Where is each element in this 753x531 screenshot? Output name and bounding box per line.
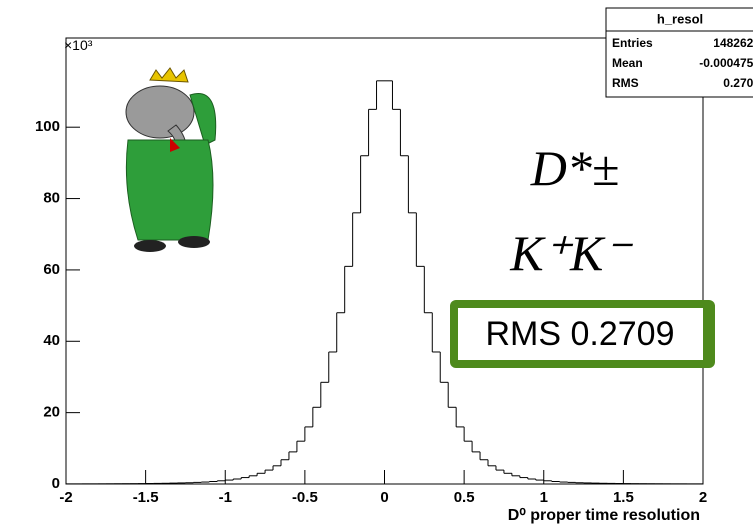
stats-label: Entries xyxy=(612,36,653,50)
y-tick-label: 0 xyxy=(52,475,60,492)
x-tick-label: 2 xyxy=(699,489,707,506)
x-tick-label: 0 xyxy=(380,489,388,506)
stats-box: h_resol Entries 1482628 Mean -0.0004758 RMS 0… xyxy=(605,7,753,98)
stats-frame xyxy=(605,7,753,98)
x-tick-label: -1.5 xyxy=(133,489,159,506)
y-tick-label: 20 xyxy=(43,404,60,421)
x-tick-label: -1 xyxy=(219,489,232,506)
stats-value: 1482628 xyxy=(713,36,753,50)
x-tick-label: -0.5 xyxy=(292,489,318,506)
elephant-illustration xyxy=(125,67,217,252)
stats-value: -0.0004758 xyxy=(699,56,753,70)
stats-value: 0.2709 xyxy=(723,76,753,90)
highlight-text: RMS 0.2709 xyxy=(486,315,675,353)
x-tick-label: -2 xyxy=(59,489,72,506)
annotation: D*± xyxy=(530,140,620,196)
x-tick-label: 1.5 xyxy=(613,489,634,506)
y-tick-label: 40 xyxy=(43,332,60,349)
annotation: K⁺K⁻ xyxy=(509,225,633,281)
highlight-inner xyxy=(458,308,703,360)
stats-label: Mean xyxy=(612,56,643,70)
y-tick-label: 60 xyxy=(43,261,60,278)
stats-label: RMS xyxy=(612,76,639,90)
x-tick-label: 1 xyxy=(540,489,548,506)
x-axis-label: D⁰ proper time resolution xyxy=(508,507,700,524)
stats-title: h_resol xyxy=(657,11,703,26)
y-multiplier: ×10³ xyxy=(64,37,93,53)
y-tick-label: 80 xyxy=(43,190,60,207)
x-tick-label: 0.5 xyxy=(454,489,475,506)
y-tick-label: 100 xyxy=(35,118,60,135)
